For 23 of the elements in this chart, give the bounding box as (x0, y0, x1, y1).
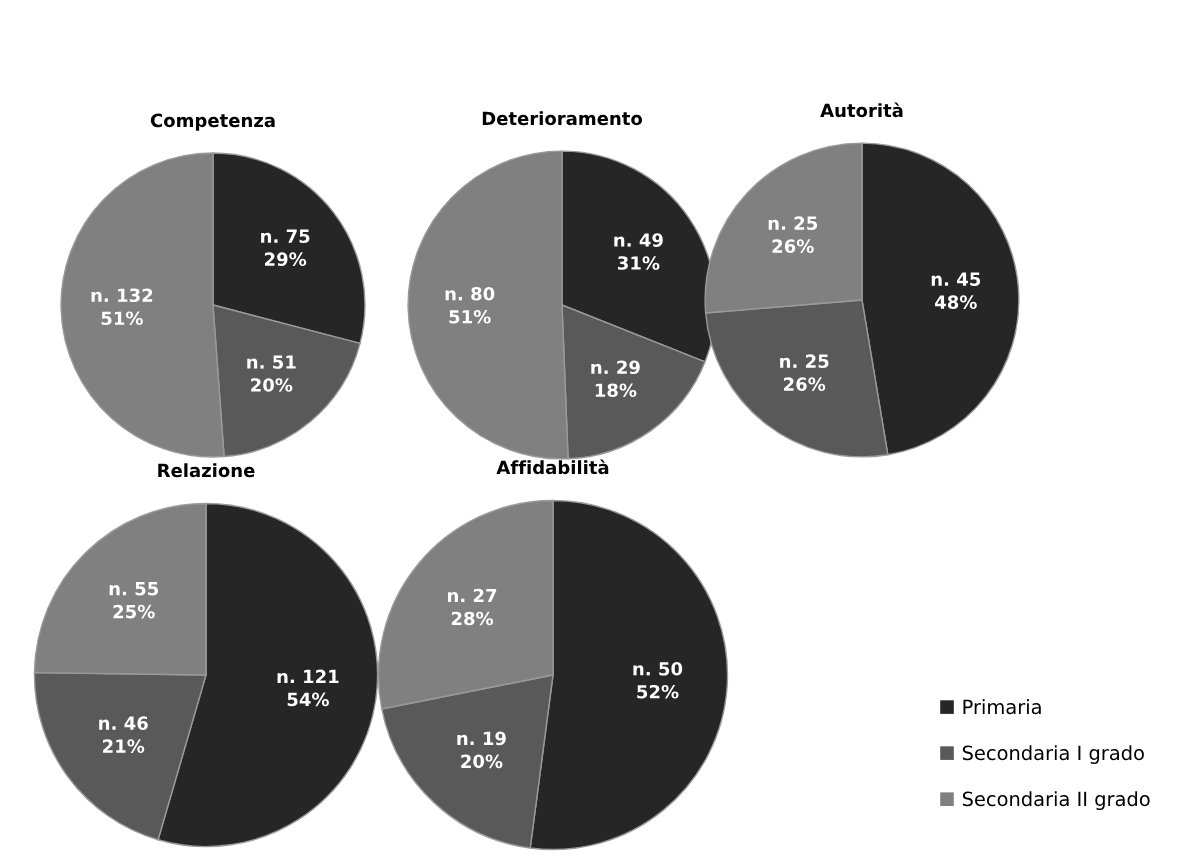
data-label: n. 55 25% (109, 582, 159, 619)
data-label: n. 50 52% (633, 661, 683, 699)
data-label: n. 27 28% (448, 588, 497, 626)
data-label: n. 75 29% (261, 229, 310, 266)
data-label: n. 121 54% (277, 669, 339, 707)
chart-title: Affidabilità (496, 459, 609, 475)
data-label: n. 49 31% (614, 233, 663, 270)
data-label: n. 132 51% (91, 288, 153, 326)
chart-title: Competenza (150, 113, 275, 131)
data-label: n. 29 18% (591, 360, 640, 398)
data-label: n. 46 21% (99, 716, 148, 753)
data-label: n. 25 26% (780, 354, 829, 391)
data-label: n. 80 51% (445, 286, 495, 324)
data-label: n. 19 20% (457, 731, 506, 769)
legend-label: Secondaria I grado (962, 745, 1144, 764)
chart-title: Deterioramento (482, 111, 643, 126)
legend-label: Secondaria II grado (962, 791, 1150, 811)
data-label: n. 45 48% (931, 272, 981, 309)
data-label: n. 25 26% (768, 216, 818, 253)
data-label: n. 51 20% (247, 355, 296, 392)
chart-title: Relazione (158, 463, 255, 478)
legend-label: Primaria (963, 699, 1041, 715)
chart-title: Autorità (820, 102, 903, 118)
